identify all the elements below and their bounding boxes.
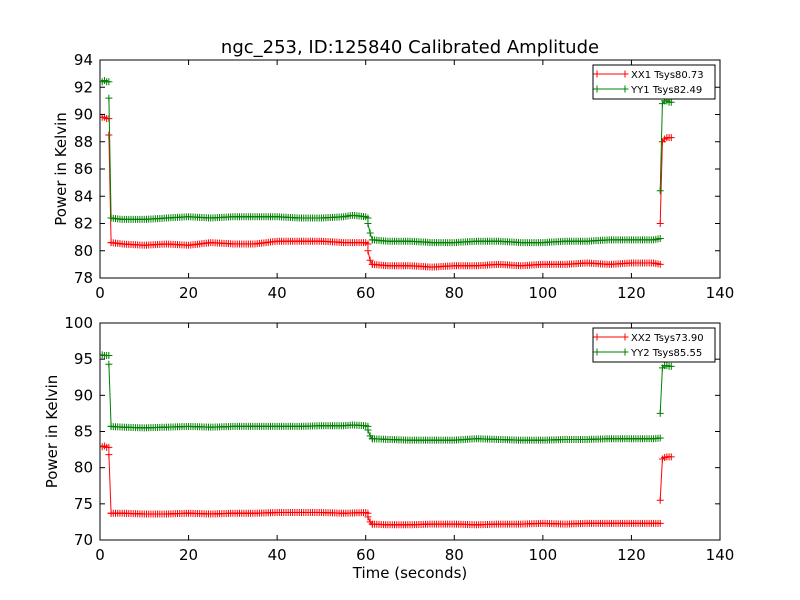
legend-marker [593, 85, 601, 93]
legend-item: XX2 Tsys73.90 [593, 333, 704, 344]
legend-item: YY1 Tsys82.49 [593, 85, 702, 96]
x-axis-title: Time (seconds) [352, 564, 468, 582]
data-point-marker [364, 247, 372, 255]
data-point-marker [105, 352, 113, 360]
legend-label: YY1 Tsys82.49 [630, 85, 702, 96]
data-point-marker [105, 360, 113, 368]
y-tick-label: 92 [74, 78, 93, 96]
x-tick-label: 120 [617, 546, 646, 564]
legend-marker [621, 333, 629, 341]
x-tick-label: 40 [268, 546, 287, 564]
data-point-marker [105, 131, 113, 139]
data-point-marker [364, 220, 372, 227]
y-tick-label: 80 [74, 242, 93, 260]
x-tick-label: 60 [356, 546, 375, 564]
x-tick-label: 140 [706, 546, 735, 564]
legend-box [592, 64, 716, 100]
legend-marker [621, 70, 629, 78]
legend-box [592, 327, 716, 363]
data-point-marker [667, 134, 675, 142]
data-point-marker [656, 187, 664, 195]
x-tick-label: 40 [268, 284, 287, 302]
data-point-marker [656, 409, 664, 417]
data-point-marker [105, 443, 113, 451]
series-1 [100, 442, 675, 529]
data-point-marker [105, 78, 113, 86]
series-line-segment [108, 454, 112, 514]
plot-panel-1: 0 20 40 60 80 100 120 140 78 80 82 84 86 88 90 92 94 Powe… [52, 51, 734, 302]
data-point-marker [656, 220, 664, 227]
data-point-marker [656, 234, 664, 242]
series-2 [100, 76, 675, 247]
data-point-marker [656, 496, 664, 504]
y-tick-label: 100 [64, 314, 93, 332]
x-tick-label: 80 [445, 284, 464, 302]
data-point-marker [364, 426, 372, 434]
plot-panel-2: 0 20 40 60 80 100 120 140 70 75 80 85 90 95 100 Power i… [43, 314, 734, 564]
data-point-marker [105, 94, 113, 102]
series-line-segment [108, 134, 112, 243]
legend-label: XX2 Tsys73.90 [631, 333, 704, 344]
legend-item: YY2 Tsys85.55 [593, 348, 702, 359]
y-tick-label: 86 [74, 160, 93, 178]
data-point-marker [364, 240, 372, 248]
series-2 [100, 351, 675, 444]
data-point-marker [656, 519, 664, 527]
legend-marker [621, 85, 629, 93]
y-tick-label: 78 [74, 269, 93, 287]
y-tick-label: 82 [74, 215, 93, 233]
legend-label: XX1 Tsys80.73 [631, 70, 704, 81]
y-tick-label: 95 [74, 350, 93, 368]
data-point-marker [656, 260, 664, 268]
x-tick-label: 60 [356, 284, 375, 302]
legend: XX2 Tsys73.90 YY2 Tsys85.55 [592, 327, 716, 363]
data-point-marker [667, 362, 675, 370]
legend: XX1 Tsys80.73 YY1 Tsys82.49 [592, 64, 716, 100]
y-tick-label: 90 [74, 106, 93, 124]
legend-label: YY2 Tsys85.55 [630, 348, 702, 359]
data-point-marker [105, 451, 113, 459]
data-point-marker [667, 98, 675, 106]
legend-marker [593, 333, 601, 341]
x-tick-label: 140 [706, 284, 735, 302]
series-group [100, 76, 675, 271]
y-tick-label: 94 [74, 51, 93, 69]
data-point-marker [366, 229, 374, 237]
y-axis-title: Power in Kelvin [43, 375, 61, 489]
y-axis-title: Power in Kelvin [52, 112, 70, 226]
y-tick-label: 84 [74, 187, 93, 205]
series-line-segment [108, 98, 112, 219]
data-point-marker [656, 434, 664, 442]
data-point-marker [364, 513, 372, 521]
x-tick-label: 120 [617, 284, 646, 302]
legend-marker [593, 348, 601, 356]
x-tick-label: 0 [95, 546, 105, 564]
x-tick-label: 0 [95, 284, 105, 302]
series-group [100, 351, 675, 529]
y-tick-label: 90 [74, 386, 93, 404]
legend-item: XX1 Tsys80.73 [593, 70, 704, 81]
plot-panels: 0 20 40 60 80 100 120 140 78 80 82 84 86 88 90 92 94 Powe… [43, 51, 734, 564]
data-point-marker [366, 256, 374, 264]
y-tick-label: 75 [74, 495, 93, 513]
data-point-marker [667, 453, 675, 461]
chart-title: ngc_253, ID:125840 Calibrated Amplitude [221, 37, 599, 58]
x-tick-label: 20 [179, 546, 198, 564]
y-tick-label: 88 [74, 133, 93, 151]
x-tick-label: 100 [529, 284, 558, 302]
y-tick-label: 70 [74, 531, 93, 549]
legend-marker [621, 348, 629, 356]
series-line-segment [108, 364, 112, 427]
legend-marker [593, 70, 601, 78]
series-1 [100, 113, 675, 271]
x-tick-label: 20 [179, 284, 198, 302]
y-tick-label: 85 [74, 423, 93, 441]
x-tick-label: 100 [529, 546, 558, 564]
y-tick-label: 80 [74, 459, 93, 477]
x-tick-label: 80 [445, 546, 464, 564]
